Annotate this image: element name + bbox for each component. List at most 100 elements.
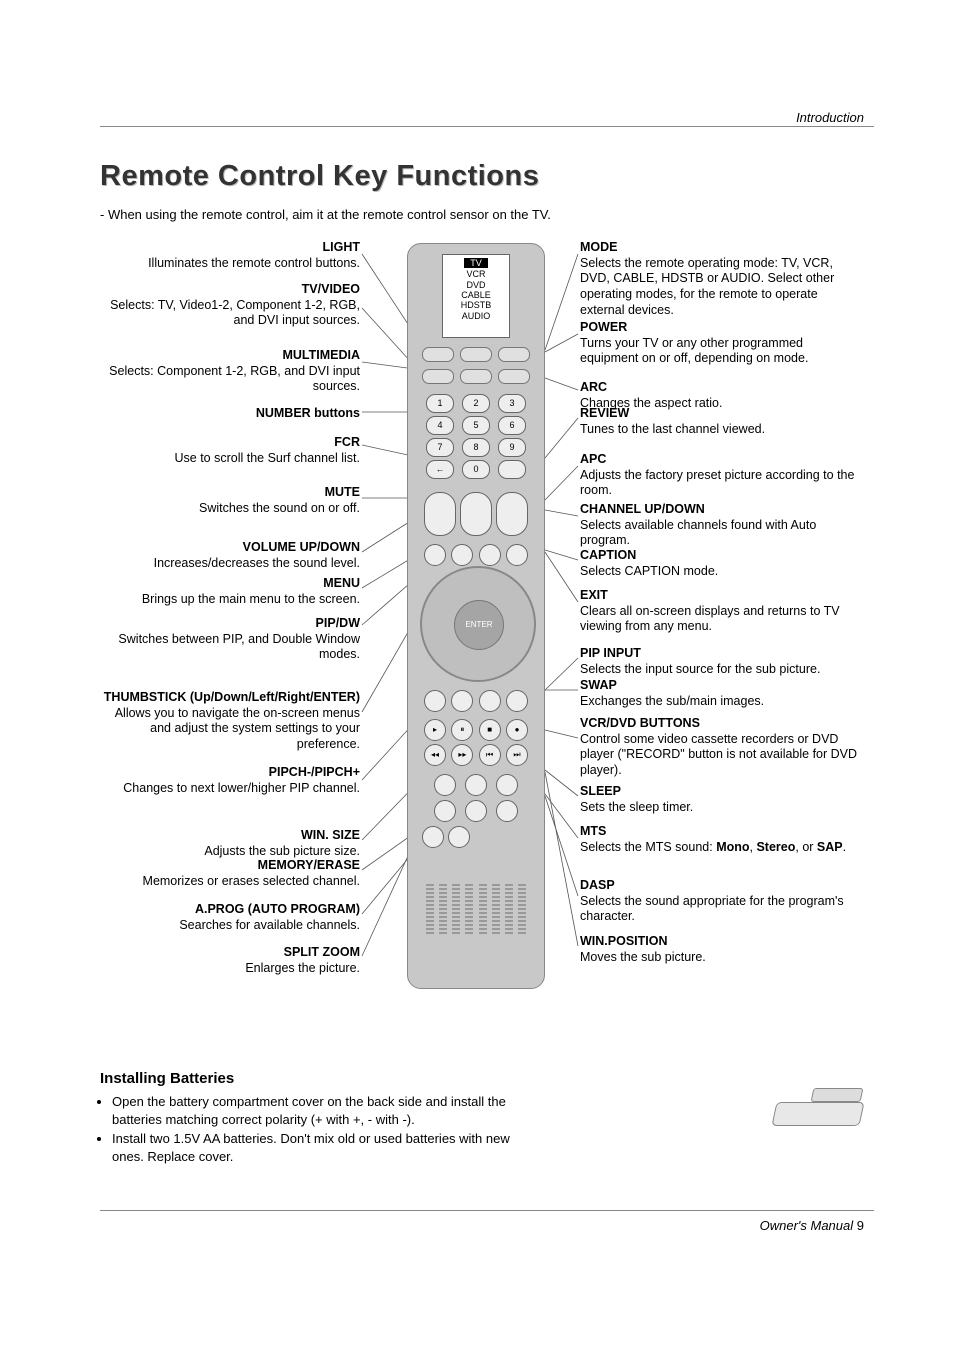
left-entry: A.PROG (AUTO PROGRAM)Searches for availa… — [100, 902, 360, 933]
page-title: Remote Control Key Functions — [100, 160, 874, 193]
install-bullet: Install two 1.5V AA batteries. Don't mix… — [112, 1130, 542, 1165]
top-pill-row-2 — [422, 369, 530, 384]
aprog-button[interactable] — [422, 826, 444, 848]
winpos-button[interactable] — [465, 774, 487, 796]
entry-label: REVIEW — [580, 406, 860, 422]
right-entry: DASPSelects the sound appropriate for th… — [580, 878, 860, 925]
sleep-button[interactable] — [496, 774, 518, 796]
pipch-plus[interactable] — [451, 690, 473, 712]
entry-label: SWAP — [580, 678, 860, 694]
exit-button[interactable] — [506, 544, 528, 566]
left-entry: PIP/DWSwitches between PIP, and Double W… — [100, 616, 360, 663]
entry-desc: Allows you to navigate the on-screen men… — [115, 706, 360, 751]
num-2[interactable]: 2 — [462, 394, 490, 413]
pipch-minus[interactable] — [424, 690, 446, 712]
fcr-button[interactable]: ← — [426, 460, 454, 479]
left-entry: LIGHTIlluminates the remote control butt… — [100, 240, 360, 271]
entry-desc: Exchanges the sub/main images. — [580, 694, 764, 708]
entry-label: MEMORY/ERASE — [100, 858, 360, 874]
menu-button[interactable] — [424, 544, 446, 566]
num-6[interactable]: 6 — [498, 416, 526, 435]
pause-button[interactable]: ⏸ — [451, 719, 473, 741]
entry-label: LIGHT — [100, 240, 360, 256]
num-row-2: 4 5 6 — [426, 416, 526, 435]
mode-button[interactable] — [460, 347, 492, 362]
ff-button[interactable]: ▸▸ — [451, 744, 473, 766]
entry-desc: Tunes to the last channel viewed. — [580, 422, 765, 436]
num-8[interactable]: 8 — [462, 438, 490, 457]
entry-label: WIN. SIZE — [100, 828, 360, 844]
light-button[interactable] — [422, 347, 454, 362]
entry-desc: Brings up the main menu to the screen. — [142, 592, 360, 606]
left-entry: VOLUME UP/DOWNIncreases/decreases the so… — [100, 540, 360, 571]
pipinput-button[interactable] — [506, 690, 528, 712]
skipback-button[interactable]: ⏮ — [479, 744, 501, 766]
multimedia-button[interactable] — [460, 369, 492, 384]
entry-label: MULTIMEDIA — [100, 348, 360, 364]
ch-rocker[interactable] — [496, 492, 528, 536]
num-9[interactable]: 9 — [498, 438, 526, 457]
right-entry: CAPTIONSelects CAPTION mode. — [580, 548, 860, 579]
entry-desc: Selects CAPTION mode. — [580, 564, 718, 578]
num-5[interactable]: 5 — [462, 416, 490, 435]
entry-label: A.PROG (AUTO PROGRAM) — [100, 902, 360, 918]
right-entry: EXITClears all on-screen displays and re… — [580, 588, 860, 635]
left-entry: FCRUse to scroll the Surf channel list. — [100, 435, 360, 466]
power-button[interactable] — [498, 347, 530, 362]
swap-button[interactable] — [479, 690, 501, 712]
entry-desc: Switches between PIP, and Double Window … — [118, 632, 360, 662]
entry-desc: Clears all on-screen displays and return… — [580, 604, 840, 634]
mts-button[interactable] — [496, 800, 518, 822]
entry-desc: Control some video cassette recorders or… — [580, 732, 857, 777]
vol-rocker[interactable] — [460, 492, 492, 536]
install-heading: Installing Batteries — [100, 1070, 874, 1087]
right-entry: POWERTurns your TV or any other programm… — [580, 320, 860, 367]
review-button[interactable] — [498, 460, 526, 479]
stop-button[interactable]: ■ — [479, 719, 501, 741]
entry-desc: Selects available channels found with Au… — [580, 518, 816, 548]
num-7[interactable]: 7 — [426, 438, 454, 457]
mode-tv: TV — [464, 258, 488, 268]
left-entry: THUMBSTICK (Up/Down/Left/Right/ENTER)All… — [100, 690, 360, 753]
num-row-1: 1 2 3 — [426, 394, 526, 413]
winsize-button[interactable] — [434, 774, 456, 796]
mode-vcr: VCR — [466, 269, 485, 279]
right-entry: SWAPExchanges the sub/main images. — [580, 678, 860, 709]
left-entry: WIN. SIZEAdjusts the sub picture size. — [100, 828, 360, 859]
pipdw-button[interactable] — [451, 544, 473, 566]
play-button[interactable]: ▸ — [424, 719, 446, 741]
left-entry: MENUBrings up the main menu to the scree… — [100, 576, 360, 607]
misc-row-2 — [434, 800, 518, 822]
num-1[interactable]: 1 — [426, 394, 454, 413]
record-button[interactable]: ● — [506, 719, 528, 741]
right-entry: CHANNEL UP/DOWNSelects available channel… — [580, 502, 860, 549]
tvvideo-button[interactable] — [422, 369, 454, 384]
skipfwd-button[interactable]: ⏭ — [506, 744, 528, 766]
entry-label: SLEEP — [580, 784, 860, 800]
memerase-button[interactable] — [434, 800, 456, 822]
caption-button[interactable] — [479, 544, 501, 566]
num-3[interactable]: 3 — [498, 394, 526, 413]
arc-button[interactable] — [498, 369, 530, 384]
installing-batteries: Installing Batteries Open the battery co… — [100, 1070, 874, 1167]
right-entry: VCR/DVD BUTTONSControl some video casset… — [580, 716, 860, 779]
num-0[interactable]: 0 — [462, 460, 490, 479]
num-4[interactable]: 4 — [426, 416, 454, 435]
entry-label: MODE — [580, 240, 860, 256]
right-entry: WIN.POSITIONMoves the sub picture. — [580, 934, 860, 965]
dasp-button[interactable] — [465, 800, 487, 822]
nav-wheel[interactable] — [420, 566, 536, 682]
entry-desc: Use to scroll the Surf channel list. — [175, 451, 361, 465]
entry-label: POWER — [580, 320, 860, 336]
remote-body: TV VCR DVD CABLE HDSTB AUDIO — [407, 243, 545, 989]
entry-label: PIPCH-/PIPCH+ — [100, 765, 360, 781]
rew-button[interactable]: ◂◂ — [424, 744, 446, 766]
entry-desc: Selects the input source for the sub pic… — [580, 662, 820, 676]
mute-apc-rocker[interactable] — [424, 492, 456, 536]
splitzoom-button[interactable] — [448, 826, 470, 848]
right-entry: SLEEPSets the sleep timer. — [580, 784, 860, 815]
left-entry: MUTESwitches the sound on or off. — [100, 485, 360, 516]
mode-window: TV VCR DVD CABLE HDSTB AUDIO — [442, 254, 510, 338]
footer: Owner's Manual 9 — [760, 1218, 864, 1233]
num-row-4: ← 0 — [426, 460, 526, 479]
